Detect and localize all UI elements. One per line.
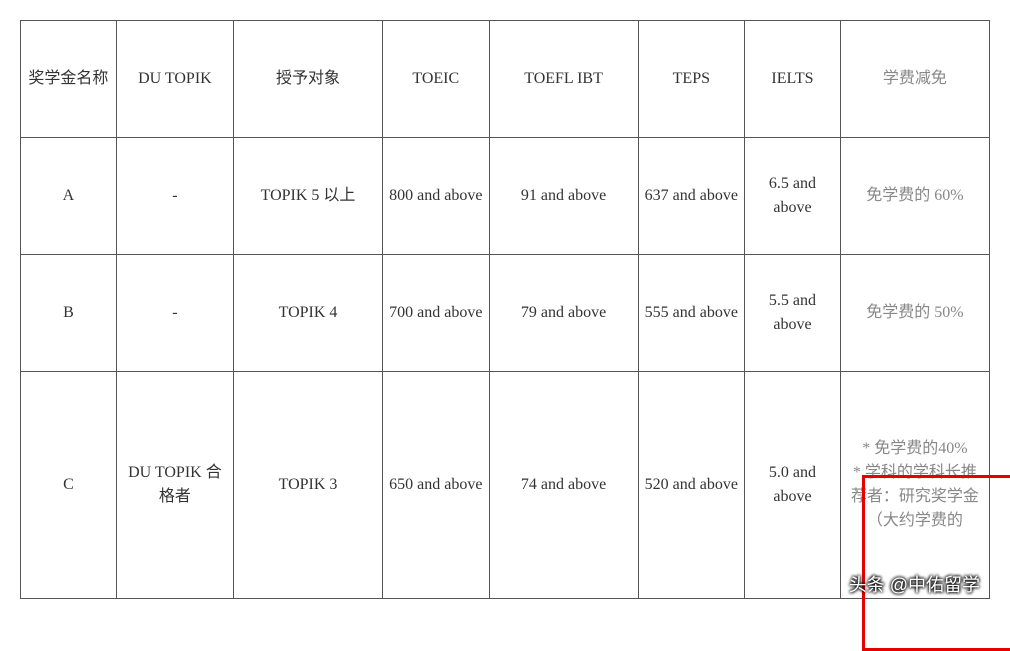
cell-toeic: 650 and above bbox=[383, 372, 489, 599]
cell-waiver: 免学费的 50% bbox=[840, 255, 989, 372]
cell-name: C bbox=[21, 372, 117, 599]
cell-teps: 637 and above bbox=[638, 138, 744, 255]
table-header-row: 奖学金名称 DU TOPIK 授予对象 TOEIC TOEFL IBT TEPS… bbox=[21, 21, 990, 138]
cell-waiver: * 免学费的40% * 学科的学科长推荐者：研究奖学金（大约学费的 bbox=[840, 372, 989, 599]
cell-ielts: 5.5 and above bbox=[745, 255, 841, 372]
cell-du-topik: DU TOPIK 合格者 bbox=[116, 372, 233, 599]
table-container: 奖学金名称 DU TOPIK 授予对象 TOEIC TOEFL IBT TEPS… bbox=[20, 20, 990, 599]
cell-teps: 520 and above bbox=[638, 372, 744, 599]
cell-target: TOPIK 3 bbox=[233, 372, 382, 599]
cell-waiver: 免学费的 60% bbox=[840, 138, 989, 255]
cell-ielts: 6.5 and above bbox=[745, 138, 841, 255]
cell-toeic: 700 and above bbox=[383, 255, 489, 372]
table-row: C DU TOPIK 合格者 TOPIK 3 650 and above 74 … bbox=[21, 372, 990, 599]
cell-target: TOPIK 4 bbox=[233, 255, 382, 372]
table-row: B - TOPIK 4 700 and above 79 and above 5… bbox=[21, 255, 990, 372]
cell-ielts: 5.0 and above bbox=[745, 372, 841, 599]
cell-name: B bbox=[21, 255, 117, 372]
cell-du-topik: - bbox=[116, 255, 233, 372]
cell-teps: 555 and above bbox=[638, 255, 744, 372]
header-toeic: TOEIC bbox=[383, 21, 489, 138]
table-row: A - TOPIK 5 以上 800 and above 91 and abov… bbox=[21, 138, 990, 255]
header-name: 奖学金名称 bbox=[21, 21, 117, 138]
scholarship-table: 奖学金名称 DU TOPIK 授予对象 TOEIC TOEFL IBT TEPS… bbox=[20, 20, 990, 599]
header-ielts: IELTS bbox=[745, 21, 841, 138]
cell-toefl: 91 and above bbox=[489, 138, 638, 255]
header-target: 授予对象 bbox=[233, 21, 382, 138]
cell-toefl: 74 and above bbox=[489, 372, 638, 599]
header-toefl: TOEFL IBT bbox=[489, 21, 638, 138]
cell-name: A bbox=[21, 138, 117, 255]
header-teps: TEPS bbox=[638, 21, 744, 138]
header-du-topik: DU TOPIK bbox=[116, 21, 233, 138]
cell-du-topik: - bbox=[116, 138, 233, 255]
header-waiver: 学费减免 bbox=[840, 21, 989, 138]
cell-toefl: 79 and above bbox=[489, 255, 638, 372]
cell-target: TOPIK 5 以上 bbox=[233, 138, 382, 255]
cell-toeic: 800 and above bbox=[383, 138, 489, 255]
